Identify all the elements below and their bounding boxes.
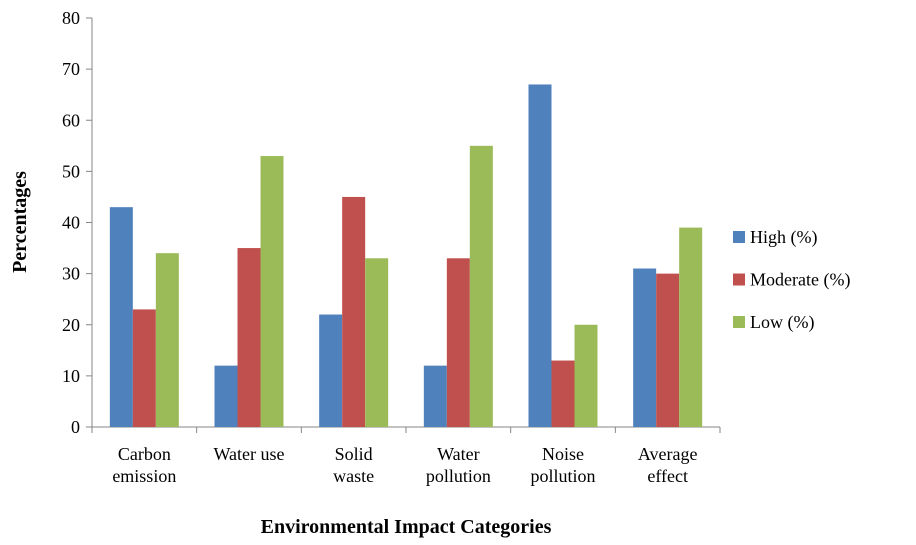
legend-swatch bbox=[733, 231, 745, 243]
x-tick-label: Carbon emission bbox=[112, 444, 176, 486]
y-tick-label: 30 bbox=[62, 264, 80, 284]
bar bbox=[469, 145, 493, 427]
bar bbox=[551, 360, 575, 427]
bar bbox=[109, 207, 133, 427]
y-tick-label: 40 bbox=[62, 213, 80, 233]
y-tick-label: 50 bbox=[62, 161, 80, 181]
y-axis-title: Percentages bbox=[9, 171, 31, 273]
y-tick-label: 0 bbox=[71, 417, 80, 437]
bar bbox=[423, 365, 447, 427]
bar bbox=[260, 156, 284, 427]
x-tick-label: Water use bbox=[213, 444, 284, 464]
bar bbox=[319, 314, 343, 427]
bar bbox=[679, 227, 703, 427]
y-tick-label: 20 bbox=[62, 315, 80, 335]
x-tick-label: Water pollution bbox=[426, 444, 491, 486]
x-tick-label: Average effect bbox=[638, 444, 698, 486]
legend-label: High (%) bbox=[750, 227, 817, 248]
y-tick-label: 80 bbox=[62, 8, 80, 28]
x-tick-label: Solid waste bbox=[333, 444, 374, 486]
legend-swatch bbox=[733, 316, 745, 328]
bar bbox=[214, 365, 238, 427]
bar bbox=[155, 253, 179, 427]
y-tick-label: 60 bbox=[62, 110, 80, 130]
bar bbox=[132, 309, 156, 427]
bar bbox=[365, 258, 389, 427]
x-tick-label: Noise pollution bbox=[530, 444, 595, 486]
legend-swatch bbox=[733, 273, 745, 286]
legend-label: Moderate (%) bbox=[750, 270, 850, 291]
x-axis-title: Environmental Impact Categories bbox=[261, 516, 552, 538]
y-tick-label: 10 bbox=[62, 366, 80, 386]
bar bbox=[528, 84, 552, 428]
bar bbox=[574, 324, 598, 427]
bar bbox=[342, 196, 366, 427]
bar bbox=[237, 248, 261, 427]
bar bbox=[656, 273, 680, 427]
legend-label: Low (%) bbox=[750, 312, 814, 333]
bar bbox=[633, 268, 657, 427]
bar bbox=[446, 258, 470, 427]
y-tick-label: 70 bbox=[62, 59, 80, 79]
